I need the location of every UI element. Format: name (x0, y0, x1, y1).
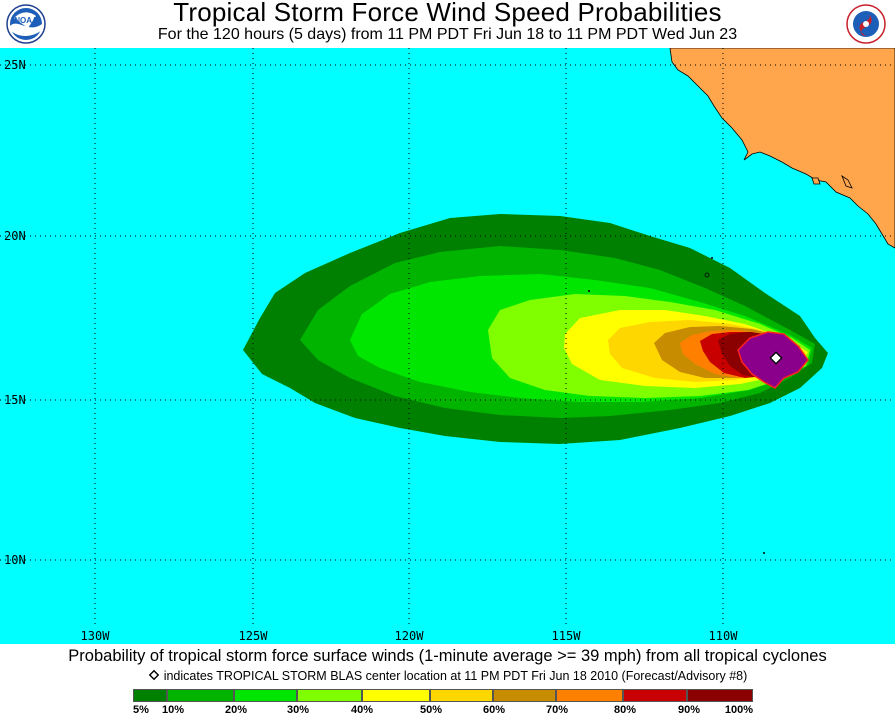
contour-100-outline (737, 331, 809, 389)
footer-note: indicates TROPICAL STORM BLAS center loc… (0, 669, 895, 683)
grid-lines (0, 48, 895, 628)
legend-label-60: 60% (482, 704, 506, 716)
diamond-icon (148, 669, 159, 681)
legend-label-100: 100% (724, 704, 754, 716)
legend-swatch-40-50 (362, 689, 430, 702)
storm-center-diamond-icon (769, 351, 783, 365)
footer-note-text: indicates TROPICAL STORM BLAS center loc… (163, 669, 748, 683)
probability-map: 25N 20N 15N 10N 130W 125W 120W 115W 110W (0, 48, 895, 644)
island-2 (811, 177, 821, 185)
legend-label-90: 90% (677, 704, 701, 716)
lon-label-130w: 130W (81, 629, 111, 643)
island-1 (841, 174, 853, 189)
map-canvas: 25N 20N 15N 10N 130W 125W 120W 115W 110W (0, 48, 895, 644)
legend-swatch-30-40 (297, 689, 362, 702)
lon-label-120w: 120W (395, 629, 425, 643)
legend-label-10: 10% (161, 704, 185, 716)
small-island-4 (763, 552, 765, 554)
legend-swatch-60-70 (493, 689, 556, 702)
svg-text:NOAA: NOAA (14, 16, 38, 25)
probability-legend: 5% 10% 20% 30% 40% 50% 60% 70% 80% 90% 1… (0, 689, 895, 716)
small-island-1 (704, 272, 710, 278)
legend-label-40: 40% (350, 704, 374, 716)
legend-label-80: 80% (613, 704, 637, 716)
legend-label-5: 5% (133, 704, 149, 716)
legend-label-30: 30% (286, 704, 310, 716)
lon-label-115w: 115W (552, 629, 582, 643)
header: NOAA Tropical Storm Force Wind Speed Pro… (0, 0, 895, 48)
lon-label-110w: 110W (709, 629, 739, 643)
small-island-3 (588, 290, 590, 292)
noaa-logo: NOAA (6, 4, 46, 44)
page-subtitle: For the 120 hours (5 days) from 11 PM PD… (157, 26, 738, 43)
lat-label-25n: 25N (4, 58, 26, 72)
legend-label-20: 20% (224, 704, 248, 716)
legend-swatch-50-60 (430, 689, 493, 702)
legend-swatch-5-10 (133, 689, 167, 702)
legend-swatch-70-80 (556, 689, 623, 702)
legend-swatch-10-20 (167, 689, 234, 702)
lat-label-20n: 20N (4, 229, 26, 243)
legend-swatch-90-100 (687, 689, 753, 702)
legend-label-70: 70% (545, 704, 569, 716)
baja-california-land (669, 48, 895, 249)
legend-label-50: 50% (419, 704, 443, 716)
footer: Probability of tropical storm force surf… (0, 644, 895, 716)
national-weather-service-logo (846, 4, 886, 44)
legend-swatch-80-90 (623, 689, 687, 702)
legend-swatch-20-30 (234, 689, 297, 702)
lat-label-15n: 15N (4, 393, 26, 407)
lat-label-10n: 10N (4, 553, 26, 567)
footer-title: Probability of tropical storm force surf… (68, 647, 827, 665)
page-title: Tropical Storm Force Wind Speed Probabil… (173, 0, 722, 27)
lon-label-125w: 125W (239, 629, 269, 643)
small-island-2 (711, 257, 713, 259)
